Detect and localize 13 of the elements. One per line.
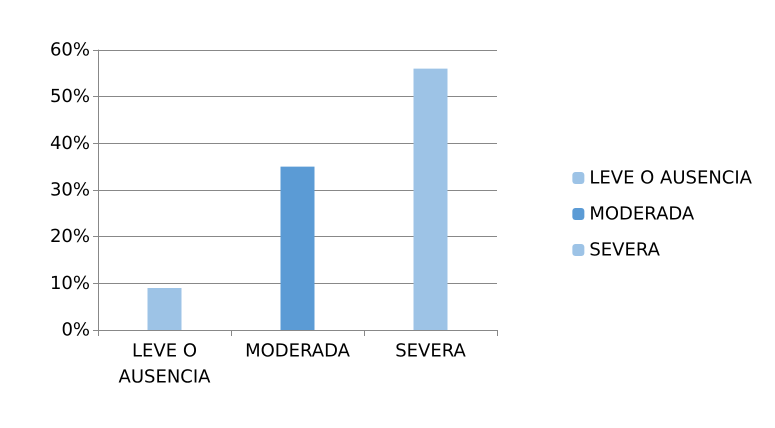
x-tick-label: MODERADA: [245, 340, 351, 362]
y-tick-label: 60%: [50, 40, 90, 60]
y-tick-label: 50%: [50, 86, 90, 108]
y-tick-label: 10%: [50, 272, 90, 294]
legend-label: MODERADA: [589, 204, 695, 224]
y-tick-label: 20%: [50, 226, 90, 248]
y-tick-label: 40%: [50, 132, 90, 154]
x-tick-label: SEVERA: [395, 340, 466, 362]
x-tick-label: LEVE O AUSENCIA: [118, 340, 212, 388]
legend-label: SEVERA: [589, 240, 661, 260]
legend-label: LEVE O AUSENCIA: [589, 168, 753, 188]
y-tick-label: 30%: [50, 180, 90, 200]
y-tick-label: 0%: [61, 320, 90, 340]
